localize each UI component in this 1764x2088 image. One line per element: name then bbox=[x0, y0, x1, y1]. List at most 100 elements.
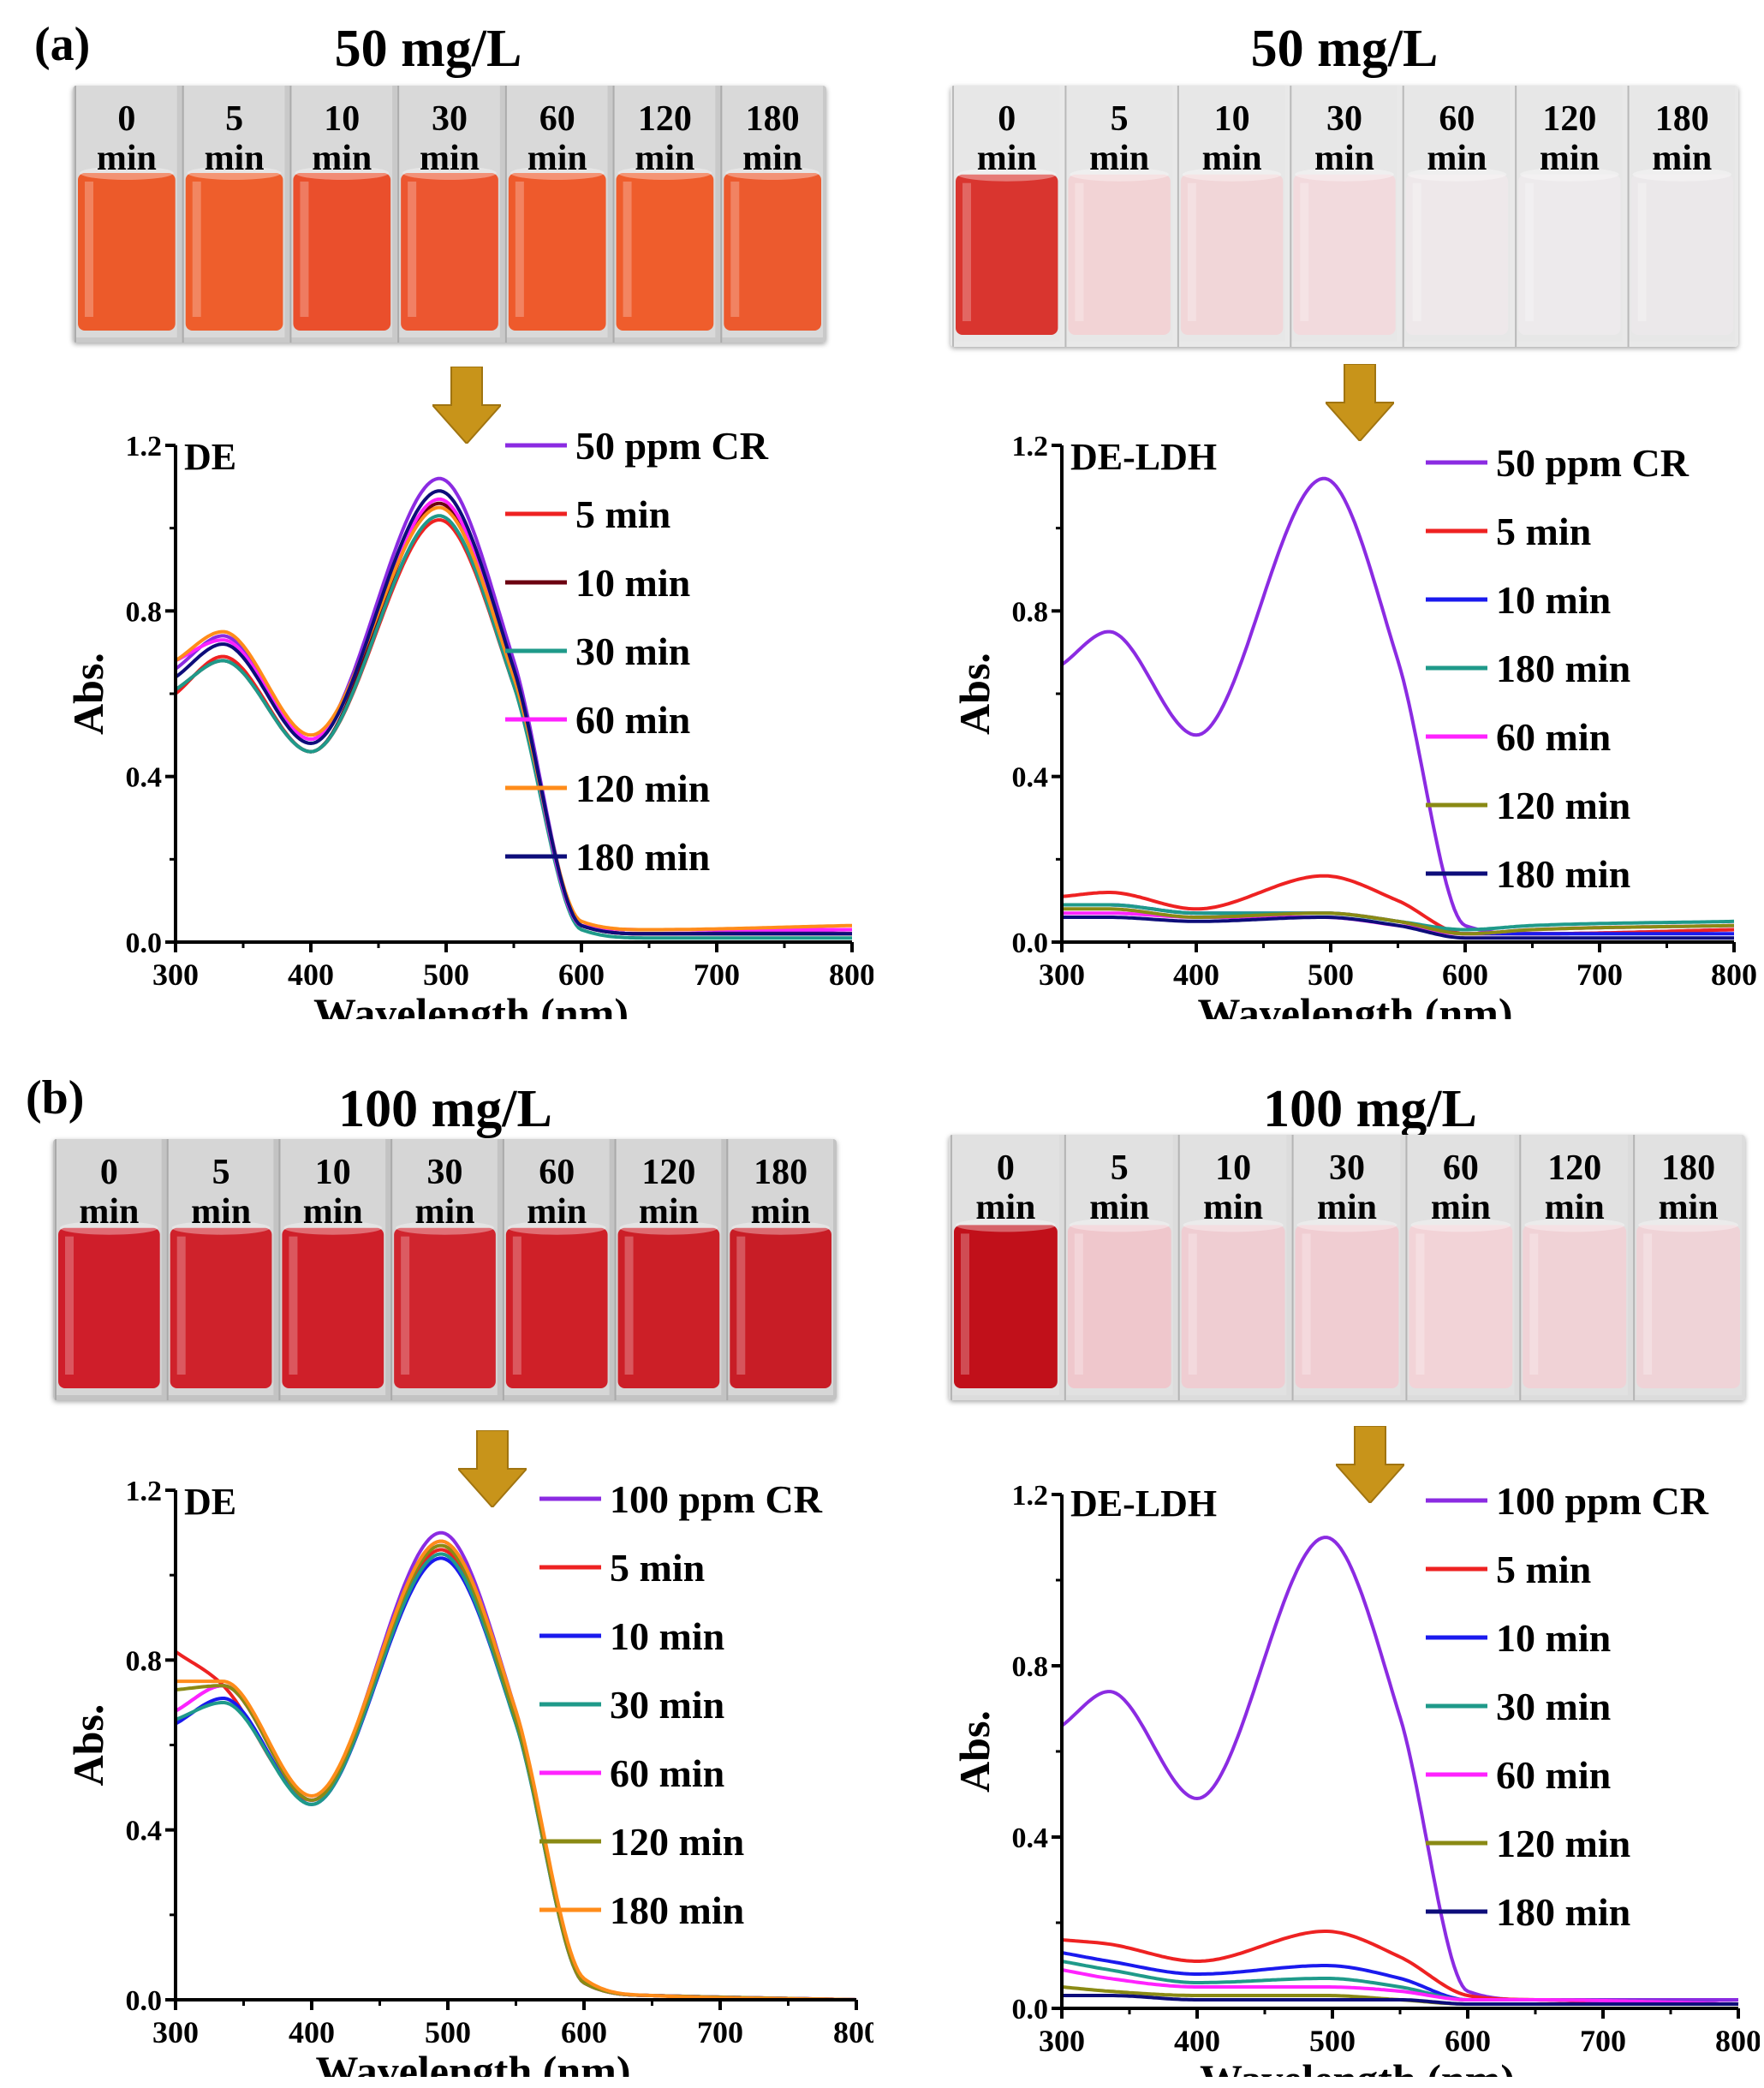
y-tick-label: 1.2 bbox=[126, 431, 163, 462]
legend-item: 120 min bbox=[539, 1820, 744, 1864]
vial-unit-label: min bbox=[1089, 1188, 1149, 1227]
vial-unit-label: min bbox=[97, 139, 157, 178]
legend-label: 10 min bbox=[1496, 578, 1611, 622]
y-axis-label: Abs. bbox=[951, 1710, 998, 1793]
vial-unit-label: min bbox=[1202, 139, 1262, 178]
legend-item: 100 ppm CR bbox=[539, 1477, 823, 1521]
legend-label: 30 min bbox=[610, 1683, 724, 1727]
vial-time-label: 0 bbox=[117, 99, 135, 139]
legend-item: 5 min bbox=[1426, 1548, 1591, 1591]
series-line-6 bbox=[1062, 916, 1734, 940]
title-b-right: 100 mg/L bbox=[1263, 1080, 1477, 1138]
vial-time-label: 180 bbox=[1661, 1148, 1715, 1188]
chart-a-de-ldh: 300 400 500 600 700 800 0.0 0.4 0.8 1.2 Wavelength… bbox=[951, 431, 1757, 1019]
legend-label: 50 ppm CR bbox=[1496, 441, 1690, 485]
title-b-left: 100 mg/L bbox=[338, 1080, 552, 1138]
legend-item: 30 min bbox=[539, 1683, 724, 1727]
vial-time-label: 120 bbox=[638, 99, 692, 139]
legend-item: 30 min bbox=[1426, 1685, 1611, 1728]
legend-label: 120 min bbox=[1496, 784, 1630, 827]
legend-item: 60 min bbox=[539, 1751, 724, 1795]
vial-time-label: 0 bbox=[998, 99, 1016, 139]
vial-time-label: 30 bbox=[1329, 1148, 1365, 1188]
x-tick-label: 600 bbox=[558, 957, 605, 992]
vial-time-label: 10 bbox=[315, 1153, 351, 1192]
legend-item: 120 min bbox=[505, 767, 710, 810]
vial-time-label: 30 bbox=[427, 1153, 463, 1192]
legend-item: 5 min bbox=[505, 492, 670, 536]
y-tick-label: 0.0 bbox=[1012, 928, 1049, 959]
legend-item: 120 min bbox=[1426, 784, 1630, 827]
legend-item: 10 min bbox=[539, 1614, 724, 1658]
vial-unit-label: min bbox=[742, 139, 802, 178]
y-tick-label: 0.4 bbox=[1012, 1823, 1049, 1854]
chart-title: DE-LDH bbox=[1070, 436, 1217, 478]
legend-item: 180 min bbox=[1426, 1890, 1630, 1934]
y-axis-label: Abs. bbox=[951, 653, 998, 735]
legend-label: 10 min bbox=[575, 561, 690, 605]
legend-label: 60 min bbox=[575, 698, 690, 742]
legend-label: 120 min bbox=[575, 767, 710, 810]
down-arrow-icon bbox=[458, 1430, 527, 1507]
vial-unit-label: min bbox=[1314, 139, 1374, 178]
series-line-3 bbox=[174, 514, 852, 940]
legend-item: 180 min bbox=[1426, 647, 1630, 690]
legend-item: 60 min bbox=[505, 698, 690, 742]
y-tick-label: 1.2 bbox=[1012, 1480, 1049, 1512]
legend-item: 60 min bbox=[1426, 1753, 1611, 1797]
legend-label: 100 ppm CR bbox=[1496, 1479, 1709, 1523]
vial-unit-label: min bbox=[635, 139, 694, 178]
chart-title: DE-LDH bbox=[1070, 1482, 1217, 1524]
x-axis-label: Wavelength (nm) bbox=[315, 2047, 630, 2077]
y-tick-label: 0.8 bbox=[126, 596, 163, 628]
legend-item: 100 ppm CR bbox=[1426, 1479, 1709, 1523]
legend-label: 60 min bbox=[1496, 1753, 1611, 1797]
legend-item: 120 min bbox=[1426, 1822, 1630, 1865]
vial-time-label: 180 bbox=[746, 99, 800, 139]
y-tick-label: 0.8 bbox=[1012, 1651, 1049, 1683]
vial-time-label: 0 bbox=[100, 1153, 118, 1192]
x-tick-label: 700 bbox=[1576, 957, 1623, 992]
legend-label: 120 min bbox=[610, 1820, 744, 1864]
series-line-4 bbox=[1061, 1968, 1739, 2006]
vial-unit-label: min bbox=[420, 139, 480, 178]
x-tick-label: 400 bbox=[288, 957, 334, 992]
x-tick-label: 500 bbox=[425, 2015, 471, 2049]
x-tick-label: 700 bbox=[694, 957, 740, 992]
vial-unit-label: min bbox=[414, 1192, 474, 1232]
x-tick-label: 400 bbox=[1174, 2024, 1220, 2058]
vial-unit-label: min bbox=[303, 1192, 363, 1232]
legend-label: 5 min bbox=[610, 1546, 705, 1590]
vial-unit-label: min bbox=[1317, 1188, 1377, 1227]
y-tick-label: 0.8 bbox=[1012, 596, 1049, 628]
vial-time-label: 5 bbox=[212, 1153, 230, 1192]
legend-label: 5 min bbox=[1496, 510, 1591, 553]
vial-time-label: 30 bbox=[432, 99, 468, 139]
legend-item: 60 min bbox=[1426, 715, 1611, 759]
vial-unit-label: min bbox=[79, 1192, 139, 1232]
panel-letter-a: (a) bbox=[34, 18, 91, 71]
vial-time-label: 5 bbox=[225, 99, 243, 139]
title-a-right: 50 mg/L bbox=[1250, 20, 1439, 78]
x-tick-label: 600 bbox=[561, 2015, 607, 2049]
vial-time-label: 5 bbox=[1111, 99, 1129, 139]
x-tick-label: 800 bbox=[1711, 957, 1757, 992]
x-tick-label: 700 bbox=[1580, 2024, 1626, 2058]
vial-time-label: 60 bbox=[1439, 99, 1475, 139]
vial-photo-a-right: 0 min 5 min 10 min 30 min 60 min 120 min 180 min bbox=[951, 86, 1738, 347]
down-arrow-icon bbox=[1336, 1426, 1404, 1503]
y-tick-label: 0.8 bbox=[126, 1645, 163, 1677]
vial-unit-label: min bbox=[977, 139, 1037, 178]
